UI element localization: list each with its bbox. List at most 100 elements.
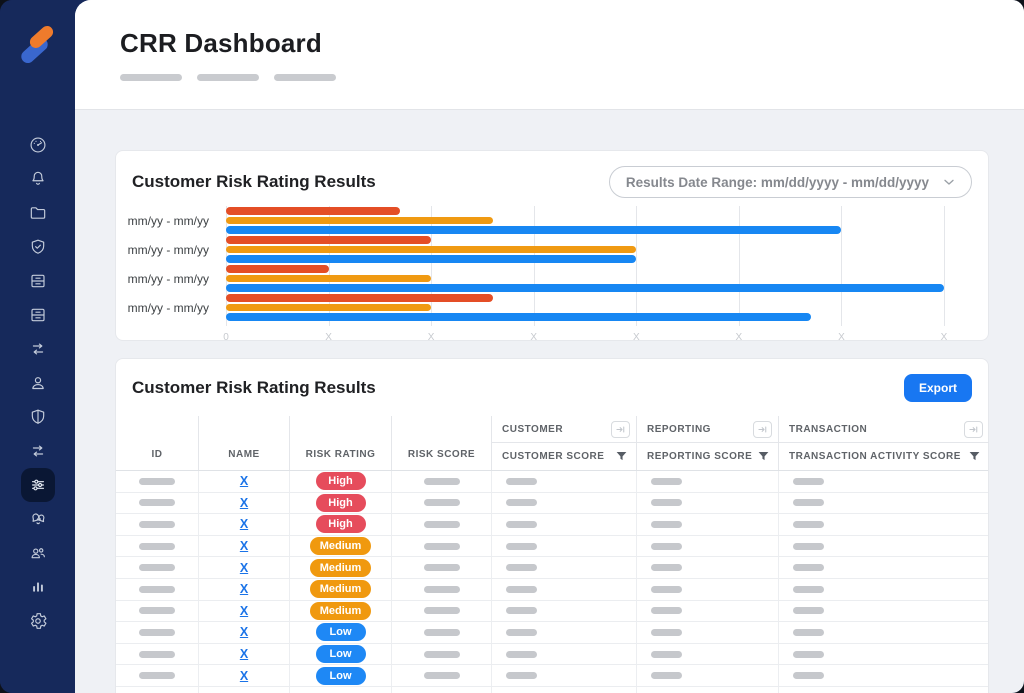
customer-score-placeholder (506, 477, 537, 485)
column-header-name: NAME (199, 416, 290, 470)
cell-reporting-score (637, 643, 779, 665)
cell-reporting-score (637, 471, 779, 492)
customer-name-link[interactable]: X (239, 495, 249, 510)
customer-name-link[interactable]: X (239, 560, 249, 575)
chart-tick-label: X (530, 332, 538, 343)
sidebar-item-files[interactable] (21, 196, 55, 230)
filter-funnel-icon[interactable] (615, 450, 628, 463)
filter-funnel-icon[interactable] (757, 450, 770, 463)
reporting-score-placeholder (651, 650, 682, 658)
customer-name-link[interactable]: X (239, 517, 249, 532)
cell-risk-rating: Medium (290, 600, 392, 622)
customer-name-link[interactable]: X (239, 474, 249, 489)
reporting-score-placeholder (651, 520, 682, 528)
column-header-label: TRANSACTION ACTIVITY SCORE (789, 451, 961, 462)
chart-category-row: mm/yy - mm/yy (116, 264, 988, 293)
sidebar-item-records-2[interactable] (21, 298, 55, 332)
column-group-label: CUSTOMER (502, 423, 564, 435)
filter-funnel-icon[interactable] (968, 450, 981, 463)
table-row: X High (116, 514, 988, 536)
cell-transaction-score (779, 622, 989, 643)
customer-name-link[interactable]: X (239, 539, 249, 554)
id-placeholder (139, 520, 175, 528)
cell-reporting-score (637, 578, 779, 600)
column-group-label: REPORTING (647, 423, 711, 435)
cell-id (116, 665, 199, 686)
cell-transaction-score (779, 644, 989, 665)
customer-score-placeholder (506, 520, 537, 528)
chart-bar (226, 216, 493, 225)
cell-id (116, 643, 199, 665)
customer-name-link[interactable]: X (239, 647, 249, 662)
customer-name-link[interactable]: X (239, 625, 249, 640)
customer-name-link[interactable]: X (239, 668, 249, 683)
cell-customer-score (492, 557, 637, 578)
column-header: REPORTING SCORE (637, 443, 778, 470)
column-group-transaction: TRANSACTION TRANSACTION ACTIVITY SCORE (779, 416, 989, 470)
chart-category-label: mm/yy - mm/yy (127, 271, 209, 286)
id-placeholder (139, 628, 175, 636)
customer-name-link[interactable]: X (239, 603, 249, 618)
chart-bar (226, 274, 432, 283)
cell-risk-rating: Medium (290, 578, 392, 600)
collapse-column-button[interactable] (753, 420, 772, 438)
reporting-score-placeholder (651, 477, 682, 485)
sidebar-item-records[interactable] (21, 264, 55, 298)
sliders-icon (31, 479, 44, 491)
cell-id (116, 622, 199, 643)
chart-bar-group (226, 236, 944, 263)
table-header: ID NAME RISK RATING RISK SCORE CUSTOMER CUSTO… (116, 416, 989, 471)
shield-check-icon (31, 239, 44, 254)
sidebar-item-gauge[interactable] (21, 128, 55, 162)
cell-customer-score (492, 643, 637, 665)
cell-reporting-score (637, 557, 779, 578)
sidebar-item-profile[interactable] (21, 366, 55, 400)
transaction-score-placeholder (793, 585, 824, 593)
sidebar-item-settings[interactable] (21, 604, 55, 638)
table-card: Customer Risk Rating Results Export ID NA… (115, 358, 989, 693)
cell-risk-rating: High (290, 471, 392, 492)
folder-icon (30, 207, 45, 219)
cell-empty (116, 686, 199, 693)
chart-bar (226, 236, 432, 244)
id-placeholder (139, 477, 175, 485)
collapse-column-button[interactable] (611, 420, 630, 438)
cell-customer-score (492, 535, 637, 557)
cell-name: X (199, 492, 290, 514)
sidebar-item-risk-settings[interactable] (20, 468, 55, 502)
cell-id (116, 557, 199, 578)
cell-empty (492, 686, 637, 693)
customer-name-link[interactable]: X (239, 582, 249, 597)
date-range-label: Results Date Range: mm/dd/yyyy - mm/dd/y… (625, 174, 929, 190)
chart-bar (226, 265, 329, 273)
cell-name: X (199, 557, 290, 578)
sidebar-item-shield-check[interactable] (21, 230, 55, 264)
sidebar-item-alerts[interactable] (21, 502, 55, 536)
risk-score-placeholder (423, 499, 460, 507)
risk-rating-badge: Low (315, 666, 366, 685)
chart-bar (226, 255, 637, 263)
risk-rating-table: ID NAME RISK RATING RISK SCORE CUSTOMER CUSTO… (116, 416, 989, 693)
cell-customer-score (492, 492, 637, 514)
export-button[interactable]: Export (903, 374, 972, 402)
table-row: X High (116, 471, 988, 493)
cell-customer-score (492, 578, 637, 600)
sidebar-item-transfers-2[interactable] (21, 434, 55, 468)
app-logo (16, 22, 60, 68)
risk-rating-badge: Medium (309, 580, 372, 599)
chart-gridline (431, 206, 433, 326)
sidebar-item-notifications[interactable] (21, 162, 55, 196)
cell-reporting-score (637, 665, 779, 686)
sidebar-item-transfers[interactable] (21, 332, 55, 366)
cell-transaction-score (779, 493, 989, 514)
collapse-column-button[interactable] (964, 420, 983, 438)
sidebar-item-analytics[interactable] (21, 570, 55, 604)
sidebar-item-security[interactable] (21, 400, 55, 434)
sidebar-item-teams[interactable] (21, 536, 55, 570)
shield-split-icon (31, 409, 44, 424)
cell-risk-rating: Low (290, 665, 392, 686)
reporting-score-placeholder (651, 628, 682, 636)
cell-risk-rating: Low (290, 643, 392, 665)
chart-gridline (944, 206, 945, 326)
date-range-dropdown[interactable]: Results Date Range: mm/dd/yyyy - mm/dd/y… (608, 166, 972, 198)
